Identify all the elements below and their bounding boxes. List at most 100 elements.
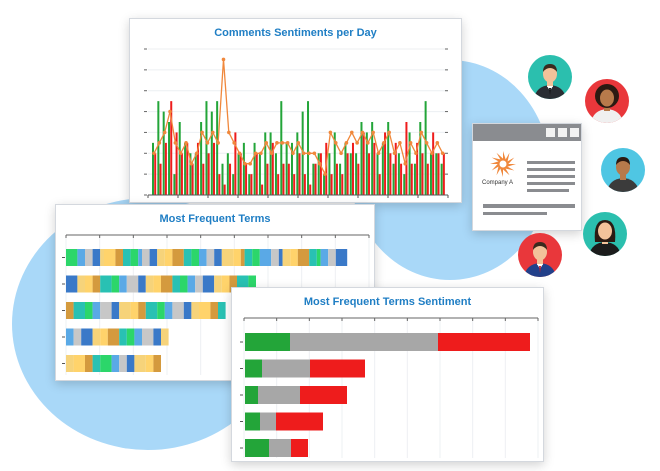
line-point xyxy=(157,141,162,145)
bar-positive xyxy=(157,101,160,195)
term-segment xyxy=(210,302,218,319)
bar-negative xyxy=(180,153,183,195)
line-point xyxy=(317,161,322,166)
bar-negative xyxy=(154,153,157,195)
bar-positive xyxy=(290,142,293,195)
term-segment xyxy=(142,328,154,346)
term-segment xyxy=(153,355,161,372)
bar-negative xyxy=(266,163,269,195)
term-segment xyxy=(259,249,272,266)
term-segment xyxy=(92,302,101,319)
term-segment xyxy=(92,328,101,346)
term-segment xyxy=(202,275,215,293)
term-segment xyxy=(100,355,112,372)
bar-positive xyxy=(226,153,229,195)
bar-negative xyxy=(378,174,381,195)
bar-negative xyxy=(346,153,349,195)
bar-negative xyxy=(186,142,189,195)
bar-negative xyxy=(196,142,199,195)
term-segment xyxy=(309,249,317,266)
term-segment xyxy=(142,249,150,266)
company-browser-window: Company A xyxy=(472,123,582,231)
line-point xyxy=(376,151,381,156)
bar-positive xyxy=(178,122,181,195)
term-segment xyxy=(134,328,142,346)
bar-positive xyxy=(173,174,176,195)
businessman-red-icon xyxy=(518,233,562,277)
bar-positive xyxy=(429,153,432,195)
bar-negative xyxy=(442,153,445,195)
line-point xyxy=(189,161,194,166)
line-point xyxy=(200,130,204,135)
line-point xyxy=(408,141,413,145)
line-point xyxy=(403,161,408,166)
term-segment xyxy=(138,302,146,319)
avatar-body xyxy=(591,109,623,123)
term-segment xyxy=(100,275,112,293)
line-point xyxy=(248,161,253,166)
term-segment xyxy=(145,355,154,372)
bar-negative xyxy=(421,153,424,195)
terms-sentiment-chart xyxy=(240,317,539,458)
line-point xyxy=(301,151,306,156)
term-segment xyxy=(111,355,120,372)
bar-positive xyxy=(232,174,235,195)
term-segment xyxy=(77,275,85,293)
bar-neutral xyxy=(262,359,310,378)
term-segment xyxy=(187,275,196,293)
bar-negative xyxy=(255,153,258,195)
line-point xyxy=(280,141,285,145)
term-segment xyxy=(335,249,348,266)
line-point xyxy=(264,141,269,145)
line-point xyxy=(323,172,327,176)
bar-neutral xyxy=(290,333,438,351)
term-segment xyxy=(328,249,336,266)
bar-negative xyxy=(330,174,333,195)
bar-positive xyxy=(245,386,258,404)
term-segment xyxy=(214,249,222,266)
sentiments-per-day-chart xyxy=(144,48,449,198)
term-segment xyxy=(271,249,279,266)
bar-positive xyxy=(162,111,165,195)
man-icon xyxy=(601,148,645,192)
bar-positive xyxy=(168,122,171,195)
term-segment xyxy=(233,249,241,266)
line-point xyxy=(307,151,311,156)
term-segment xyxy=(92,355,101,372)
bar-negative xyxy=(309,184,312,195)
line-point xyxy=(227,130,231,135)
bar-negative xyxy=(261,184,264,195)
bar-negative xyxy=(410,163,413,195)
bar-negative xyxy=(314,163,317,195)
bar-negative xyxy=(175,132,178,195)
line-point xyxy=(296,141,301,145)
bar-negative xyxy=(191,163,194,195)
line-point xyxy=(194,151,199,156)
term-segment xyxy=(66,275,78,293)
term-segment xyxy=(195,275,203,293)
bar-positive xyxy=(216,101,219,195)
line-point xyxy=(184,141,188,145)
bar-negative xyxy=(368,153,371,195)
bar-negative xyxy=(438,333,530,351)
bar-negative xyxy=(229,163,232,195)
bar-negative xyxy=(170,101,173,195)
term-segment xyxy=(191,249,199,266)
line-point xyxy=(440,151,445,156)
term-segment xyxy=(85,275,93,293)
term-segment xyxy=(183,302,192,319)
bar-positive xyxy=(403,174,406,195)
bar-negative xyxy=(351,142,354,195)
window-button[interactable] xyxy=(546,128,555,137)
bar-negative xyxy=(287,163,290,195)
term-segment xyxy=(183,249,192,266)
window-button[interactable] xyxy=(558,128,567,137)
bar-negative xyxy=(319,153,322,195)
bar-neutral xyxy=(269,439,291,457)
line-point xyxy=(366,141,370,145)
term-segment xyxy=(73,328,82,346)
card-terms-sentiment: Most Frequent Terms Sentiment xyxy=(231,287,544,462)
window-button[interactable] xyxy=(570,128,579,137)
term-segment xyxy=(164,249,173,266)
bar-positive xyxy=(245,412,260,431)
